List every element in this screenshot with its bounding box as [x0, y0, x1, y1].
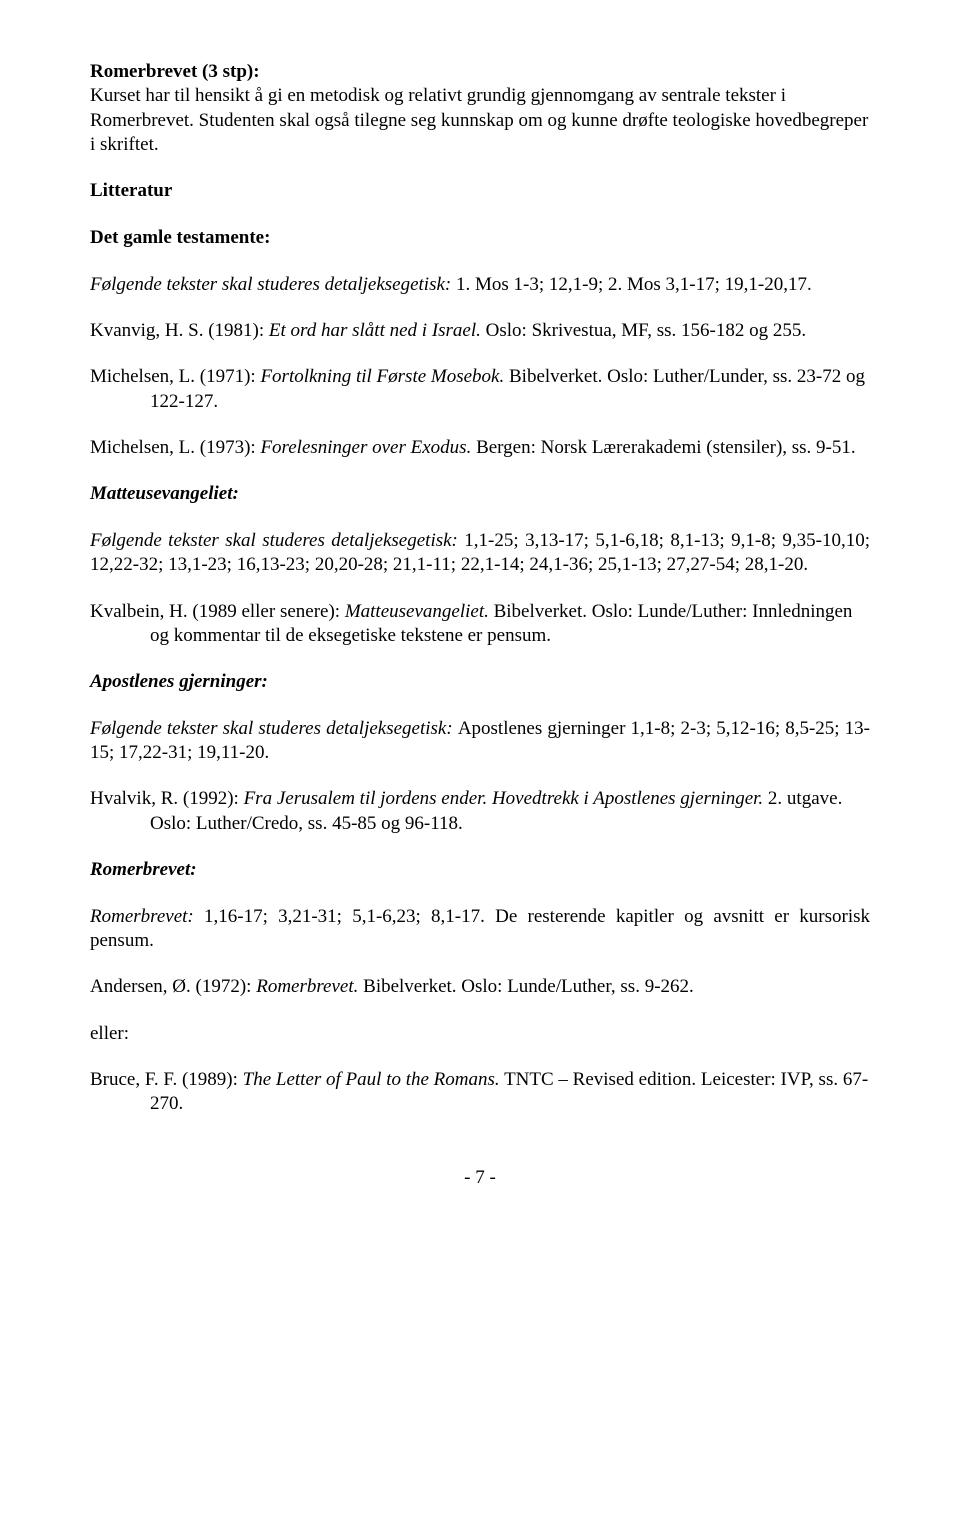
gt-heading: Det gamle testamente:	[90, 226, 870, 251]
apg-intro-italic: Følgende tekster skal studeres detaljeks…	[90, 718, 458, 739]
matt-intro-italic: Følgende tekster skal studeres detaljeks…	[90, 530, 458, 551]
rom-ref2-author: Bruce, F. F. (1989):	[90, 1069, 243, 1090]
course-heading-block: Romerbrevet (3 stp): Kurset har til hens…	[90, 60, 870, 157]
gt-ref2-title: Fortolkning til Første Mosebok.	[260, 366, 504, 387]
gt-ref1-tail: Oslo: Skrivestua, MF, ss. 156-182 og 255…	[481, 320, 806, 341]
gt-ref3-tail: Bergen: Norsk Lærerakademi (stensiler), …	[471, 437, 855, 458]
apg-ref1-author: Hvalvik, R. (1992):	[90, 788, 244, 809]
gt-heading-text: Det gamle testamente:	[90, 227, 270, 248]
litteratur-label: Litteratur	[90, 180, 172, 201]
course-body: Kurset har til hensikt å gi en metodisk …	[90, 85, 868, 155]
gt-ref-2: Michelsen, L. (1971): Fortolkning til Fø…	[90, 365, 870, 414]
gt-intro-text: 1. Mos 1-3; 12,1-9; 2. Mos 3,1-17; 19,1-…	[456, 274, 812, 295]
gt-intro-italic: Følgende tekster skal studeres detaljeks…	[90, 274, 456, 295]
document-page: Romerbrevet (3 stp): Kurset har til hens…	[0, 0, 960, 1229]
rom-eller: eller:	[90, 1022, 870, 1046]
gt-ref-1: Kvanvig, H. S. (1981): Et ord har slått …	[90, 319, 870, 343]
apg-intro: Følgende tekster skal studeres detaljeks…	[90, 717, 870, 766]
gt-ref2-author: Michelsen, L. (1971):	[90, 366, 260, 387]
apg-ref-1: Hvalvik, R. (1992): Fra Jerusalem til jo…	[90, 787, 870, 836]
matt-heading-text: Matteusevangeliet:	[90, 483, 239, 504]
course-title: Romerbrevet (3 stp):	[90, 61, 260, 82]
rom-ref1-tail: Bibelverket. Oslo: Lunde/Luther, ss. 9-2…	[358, 976, 693, 997]
rom-heading-text: Romerbrevet:	[90, 859, 197, 880]
matt-ref1-author: Kvalbein, H. (1989 eller senere):	[90, 601, 345, 622]
gt-ref3-author: Michelsen, L. (1973):	[90, 437, 260, 458]
rom-intro: Romerbrevet: 1,16-17; 3,21-31; 5,1-6,23;…	[90, 905, 870, 954]
rom-ref-2: Bruce, F. F. (1989): The Letter of Paul …	[90, 1068, 870, 1117]
matt-ref1-title: Matteusevangeliet.	[345, 601, 489, 622]
gt-ref3-title: Forelesninger over Exodus.	[260, 437, 471, 458]
apg-heading-text: Apostlenes gjerninger:	[90, 671, 268, 692]
rom-intro-text: 1,16-17; 3,21-31; 5,1-6,23; 8,1-17. De r…	[90, 906, 870, 951]
matt-intro: Følgende tekster skal studeres detaljeks…	[90, 529, 870, 578]
rom-ref1-title: Romerbrevet.	[256, 976, 358, 997]
gt-ref1-title: Et ord har slått ned i Israel.	[269, 320, 481, 341]
gt-ref-3: Michelsen, L. (1973): Forelesninger over…	[90, 436, 870, 460]
litteratur-heading: Litteratur	[90, 179, 870, 204]
rom-intro-italic: Romerbrevet:	[90, 906, 194, 927]
rom-ref-1: Andersen, Ø. (1972): Romerbrevet. Bibelv…	[90, 975, 870, 999]
gt-intro: Følgende tekster skal studeres detaljeks…	[90, 273, 870, 297]
matt-heading: Matteusevangeliet:	[90, 482, 870, 507]
apg-heading: Apostlenes gjerninger:	[90, 670, 870, 695]
gt-ref1-author: Kvanvig, H. S. (1981):	[90, 320, 269, 341]
page-number: - 7 -	[90, 1167, 870, 1189]
apg-ref1-title: Fra Jerusalem til jordens ender. Hovedtr…	[244, 788, 764, 809]
matt-ref-1: Kvalbein, H. (1989 eller senere): Matteu…	[90, 600, 870, 649]
rom-ref2-title: The Letter of Paul to the Romans.	[243, 1069, 500, 1090]
rom-heading: Romerbrevet:	[90, 858, 870, 883]
rom-ref1-author: Andersen, Ø. (1972):	[90, 976, 256, 997]
